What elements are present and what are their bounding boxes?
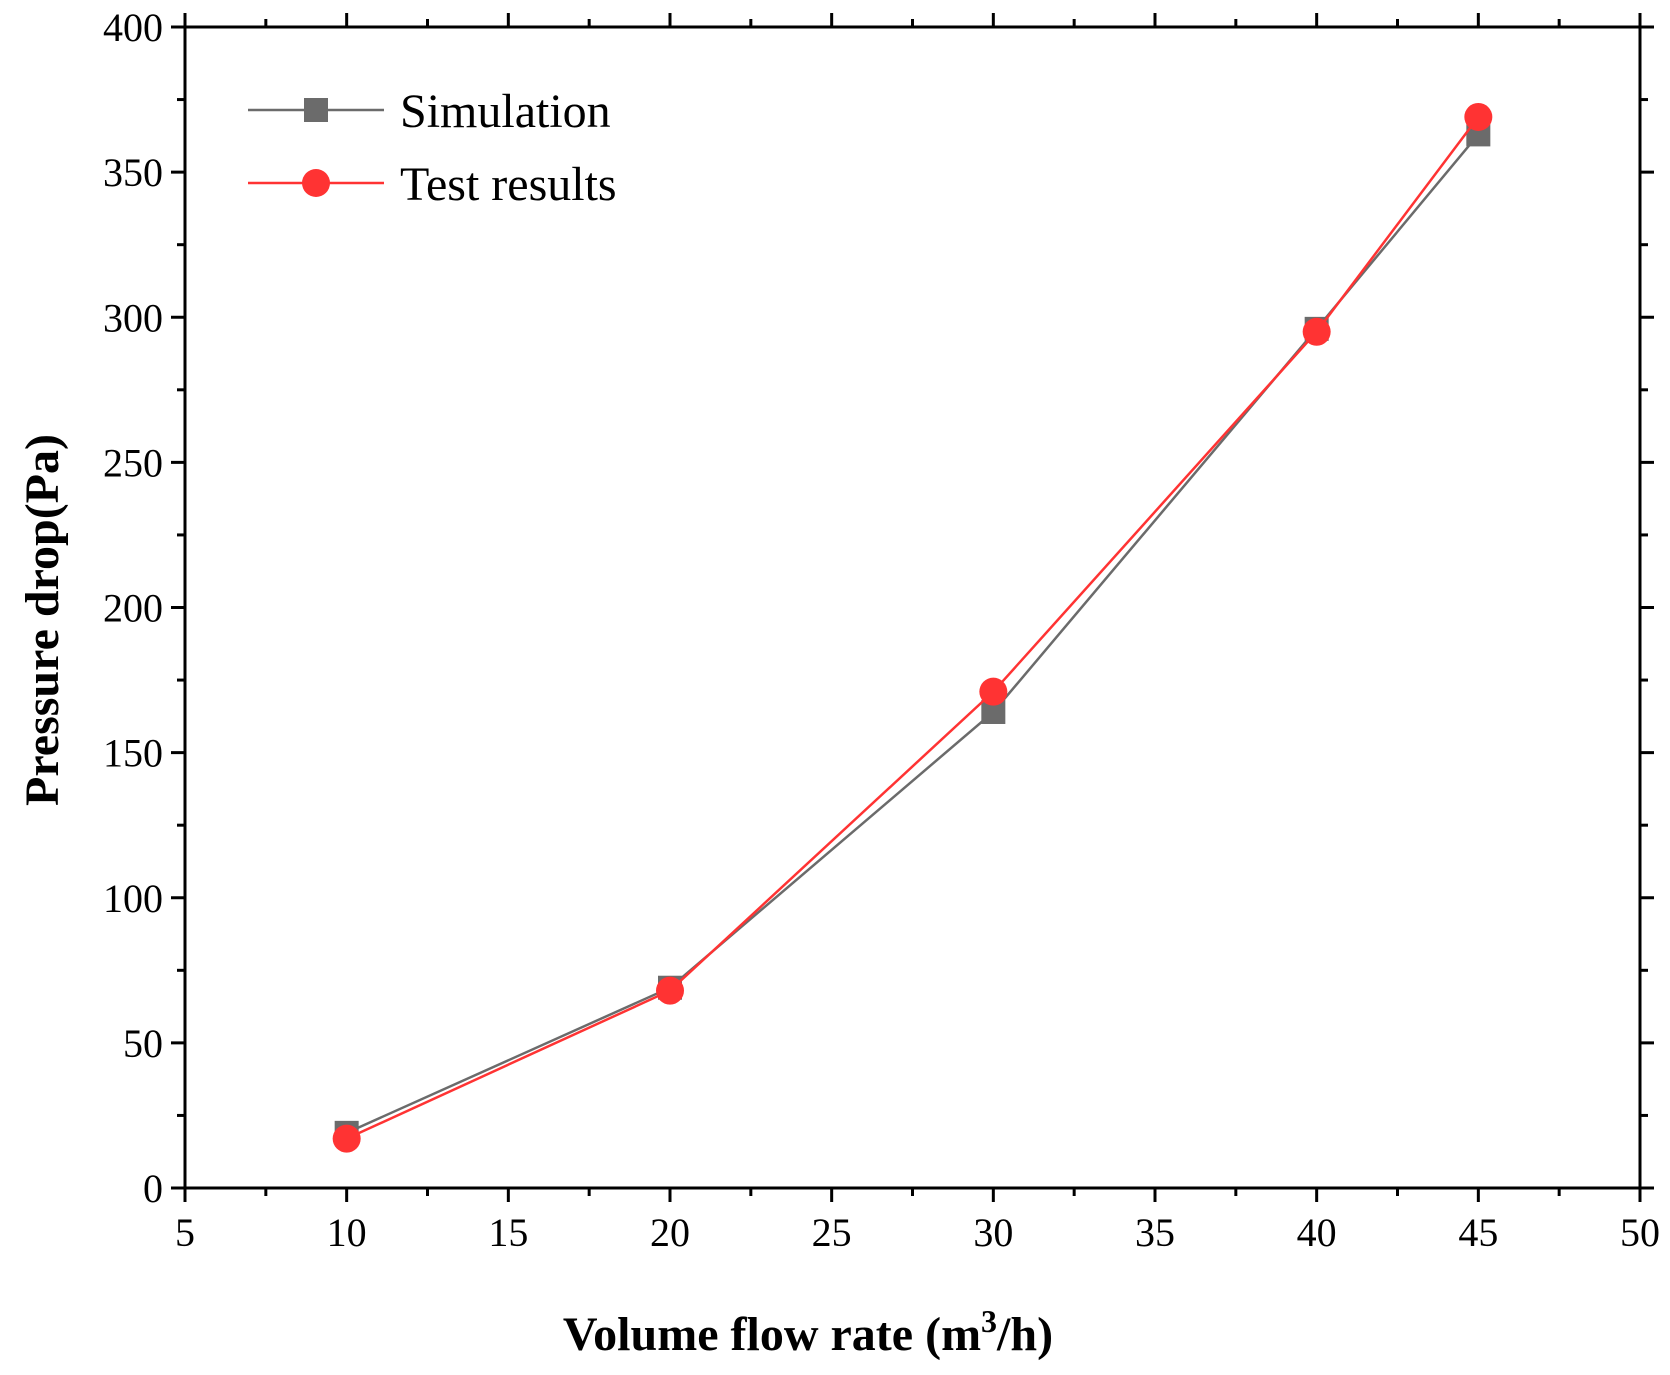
x-tick-label: 45 xyxy=(1458,1210,1498,1255)
data-point-test-results xyxy=(1464,102,1493,131)
x-tick-label: 50 xyxy=(1620,1210,1660,1255)
x-tick-label: 10 xyxy=(327,1210,367,1255)
x-tick-label: 35 xyxy=(1135,1210,1175,1255)
x-tick-label: 40 xyxy=(1297,1210,1337,1255)
x-tick-label: 15 xyxy=(488,1210,528,1255)
plot-frame xyxy=(183,25,1642,1190)
series-simulation xyxy=(334,122,1491,1145)
x-axis-title-main: Volume flow rate (m xyxy=(563,1308,981,1361)
x-axis-title-sup: 3 xyxy=(981,1303,997,1339)
x-axis-title-tail: /h) xyxy=(996,1308,1053,1361)
legend: Simulation Test results xyxy=(248,85,617,211)
legend-marker-circle xyxy=(302,169,330,197)
x-tick-label: 5 xyxy=(175,1210,195,1255)
y-tick-label: 400 xyxy=(103,5,163,50)
x-tick-label: 30 xyxy=(973,1210,1013,1255)
series-line-simulation xyxy=(346,133,1480,1134)
x-tick-label: 25 xyxy=(812,1210,852,1255)
y-tick-label: 350 xyxy=(103,150,163,195)
y-tick-label: 250 xyxy=(103,440,163,485)
y-tick-label: 300 xyxy=(103,295,163,340)
x-tick-label: 20 xyxy=(650,1210,690,1255)
series-line-test-results xyxy=(346,116,1480,1140)
legend-label: Test results xyxy=(400,158,617,211)
y-tick-label: 200 xyxy=(103,586,163,631)
y-tick-label: 0 xyxy=(143,1166,163,1211)
y-tick-label: 150 xyxy=(103,731,163,776)
legend-item-simulation: Simulation xyxy=(248,85,611,138)
series-layer xyxy=(332,102,1493,1153)
data-point-test-results xyxy=(332,1124,361,1153)
data-point-test-results xyxy=(1302,317,1331,346)
ticks-layer: 5 10 15 20 25 30 35 40 45 50 0 50 100 150 200 250 300 350… xyxy=(103,5,1660,1255)
x-axis-title: Volume flow rate (m3/h) xyxy=(563,1303,1053,1361)
y-axis-title: Pressure drop(Pa) xyxy=(16,434,69,806)
legend-marker-square xyxy=(304,98,328,122)
data-point-test-results xyxy=(656,976,684,1005)
y-tick-label: 50 xyxy=(123,1021,163,1066)
legend-item-test-results: Test results xyxy=(248,158,617,211)
y-tick-label: 100 xyxy=(103,876,163,921)
legend-label: Simulation xyxy=(400,85,611,138)
series-test-results xyxy=(332,102,1493,1153)
data-point-test-results xyxy=(979,677,1008,706)
